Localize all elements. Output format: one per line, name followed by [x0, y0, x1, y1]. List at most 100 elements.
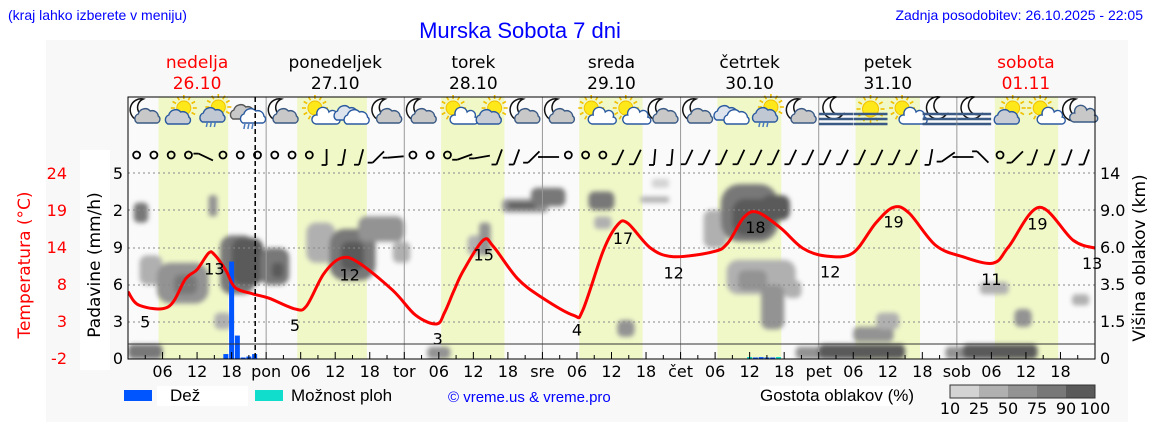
- temperature-extreme-label: 12: [820, 262, 840, 281]
- wind-barb-icon: [1061, 149, 1073, 166]
- wind-calm-icon: [235, 150, 245, 160]
- wind-barb-icon: [1044, 149, 1056, 166]
- day-date: 31.10: [863, 74, 912, 94]
- wind-barb-icon: [611, 149, 625, 166]
- moon-fog-icon: [818, 96, 853, 126]
- colorbar-tick-label: 10: [940, 399, 960, 418]
- moon-cloud-icon: [371, 98, 403, 124]
- cloud-shape: [993, 109, 1020, 125]
- cloud-density-blob: [208, 195, 218, 217]
- precipitation-tick-label: 3: [113, 312, 123, 331]
- temperature-series: [128, 205, 1095, 326]
- x-tick-label: sob: [943, 362, 971, 381]
- cloud-shape: [652, 108, 679, 124]
- wind-barb-shaft: [387, 155, 404, 159]
- x-tick-label: 12: [739, 362, 759, 381]
- wind-barb-shaft: [358, 149, 365, 165]
- cloud-rain-icon: [229, 104, 267, 130]
- sun-ray: [890, 111, 895, 116]
- cloud-icon: [333, 105, 370, 125]
- colorbar-segment: [950, 385, 979, 398]
- x-tick-label: 12: [878, 362, 898, 381]
- wind-barb-shaft: [823, 149, 832, 165]
- wind-barb-shaft: [1082, 149, 1090, 165]
- wind-barb-shaft: [1065, 149, 1073, 165]
- temperature-extreme-label: 12: [663, 264, 683, 283]
- day-date: 29.10: [587, 74, 636, 94]
- sun-ray: [890, 100, 895, 105]
- wind-barb-icon: [749, 149, 763, 166]
- cloud-density-blob: [594, 216, 612, 229]
- wind-barb-icon: [491, 149, 503, 166]
- rain-bar: [229, 261, 235, 359]
- sun-ray: [857, 101, 863, 105]
- rain-drop: [251, 123, 254, 130]
- x-tick-label: 12: [187, 362, 207, 381]
- wind-barb-icon: [508, 149, 521, 166]
- day-date: 28.10: [449, 74, 498, 94]
- rain-bar: [240, 357, 246, 359]
- copyright-link[interactable]: © vreme.us & vreme.pro: [448, 389, 611, 406]
- sun-cloud-icon: [475, 95, 508, 125]
- wind-barb-icon: [1078, 149, 1090, 166]
- x-tick-label: 06: [429, 362, 449, 381]
- sun-ray: [206, 99, 211, 104]
- wind-barb-shaft: [719, 149, 728, 165]
- cloud-density-blob: [818, 344, 906, 359]
- temperature-extreme-label: 19: [883, 212, 903, 231]
- temperature-tick-label: 19: [47, 201, 67, 220]
- temperature-line: [128, 205, 1095, 326]
- sun-ray: [878, 101, 884, 105]
- wind-barb-shaft: [805, 149, 815, 165]
- day-name: petek: [864, 53, 912, 73]
- rain-bar: [770, 357, 776, 359]
- x-tick-label: 18: [221, 362, 241, 381]
- wind-barb-icon: [698, 149, 711, 166]
- sun-ray: [460, 100, 465, 105]
- cloud-shape: [587, 106, 617, 125]
- sun-ray: [303, 111, 308, 116]
- rain-legend-label: Dež: [170, 386, 200, 405]
- precipitation-tick-label: 0: [113, 349, 123, 368]
- sun-ray: [579, 111, 584, 116]
- moon-cloud-icon: [405, 98, 437, 124]
- colorbar-segment: [1066, 385, 1095, 398]
- wind-barb-icon: [936, 151, 956, 163]
- temperature-extreme-label: 11: [981, 270, 1001, 289]
- day-date: 01.11: [1002, 74, 1051, 94]
- x-axis: 06 12 18 pon 06 12 18 tor 06 12 18 sre 06 12 18 čet 06 12…: [144, 352, 1079, 381]
- wind-barb-icon: [853, 149, 867, 166]
- wind-barb-shaft: [198, 152, 214, 162]
- x-tick-label: čet: [668, 362, 693, 381]
- cloud-shape: [475, 109, 502, 125]
- wind-barb-icon: [1006, 150, 1024, 164]
- wind-barb-shaft: [754, 149, 763, 165]
- rain-drop: [213, 121, 217, 128]
- day-date: 27.10: [311, 74, 360, 94]
- sun-small-cloud-icon: [440, 95, 479, 125]
- cloud-density-layer: [128, 178, 1090, 359]
- wind-barb-icon: [1026, 149, 1039, 166]
- cloud-shape: [272, 108, 299, 124]
- x-tick-label: 18: [360, 362, 380, 381]
- cloud-density-blob: [795, 346, 825, 359]
- cloud-density-blob: [651, 178, 670, 188]
- sun-ray: [225, 99, 230, 104]
- cloud-density-blob: [231, 237, 264, 285]
- cloud-density-blob: [271, 262, 284, 278]
- wind-barb-shaft: [702, 149, 711, 165]
- day-date: 26.10: [173, 74, 222, 94]
- precipitation-tick-label: 9: [113, 238, 123, 257]
- sun-ray: [618, 115, 622, 120]
- colorbar-tick-label: 100: [1080, 399, 1111, 418]
- cloud-shape: [134, 108, 161, 124]
- day-date: 30.10: [725, 74, 774, 94]
- wind-barb-icon: [818, 149, 832, 166]
- wind-barb-shaft: [909, 149, 918, 165]
- colorbar-tick-label: 75: [1027, 399, 1047, 418]
- cloud-shape: [343, 109, 370, 125]
- wind-calm-icon: [443, 150, 452, 160]
- cloud-shape: [751, 107, 779, 123]
- x-tick-label: 18: [912, 362, 932, 381]
